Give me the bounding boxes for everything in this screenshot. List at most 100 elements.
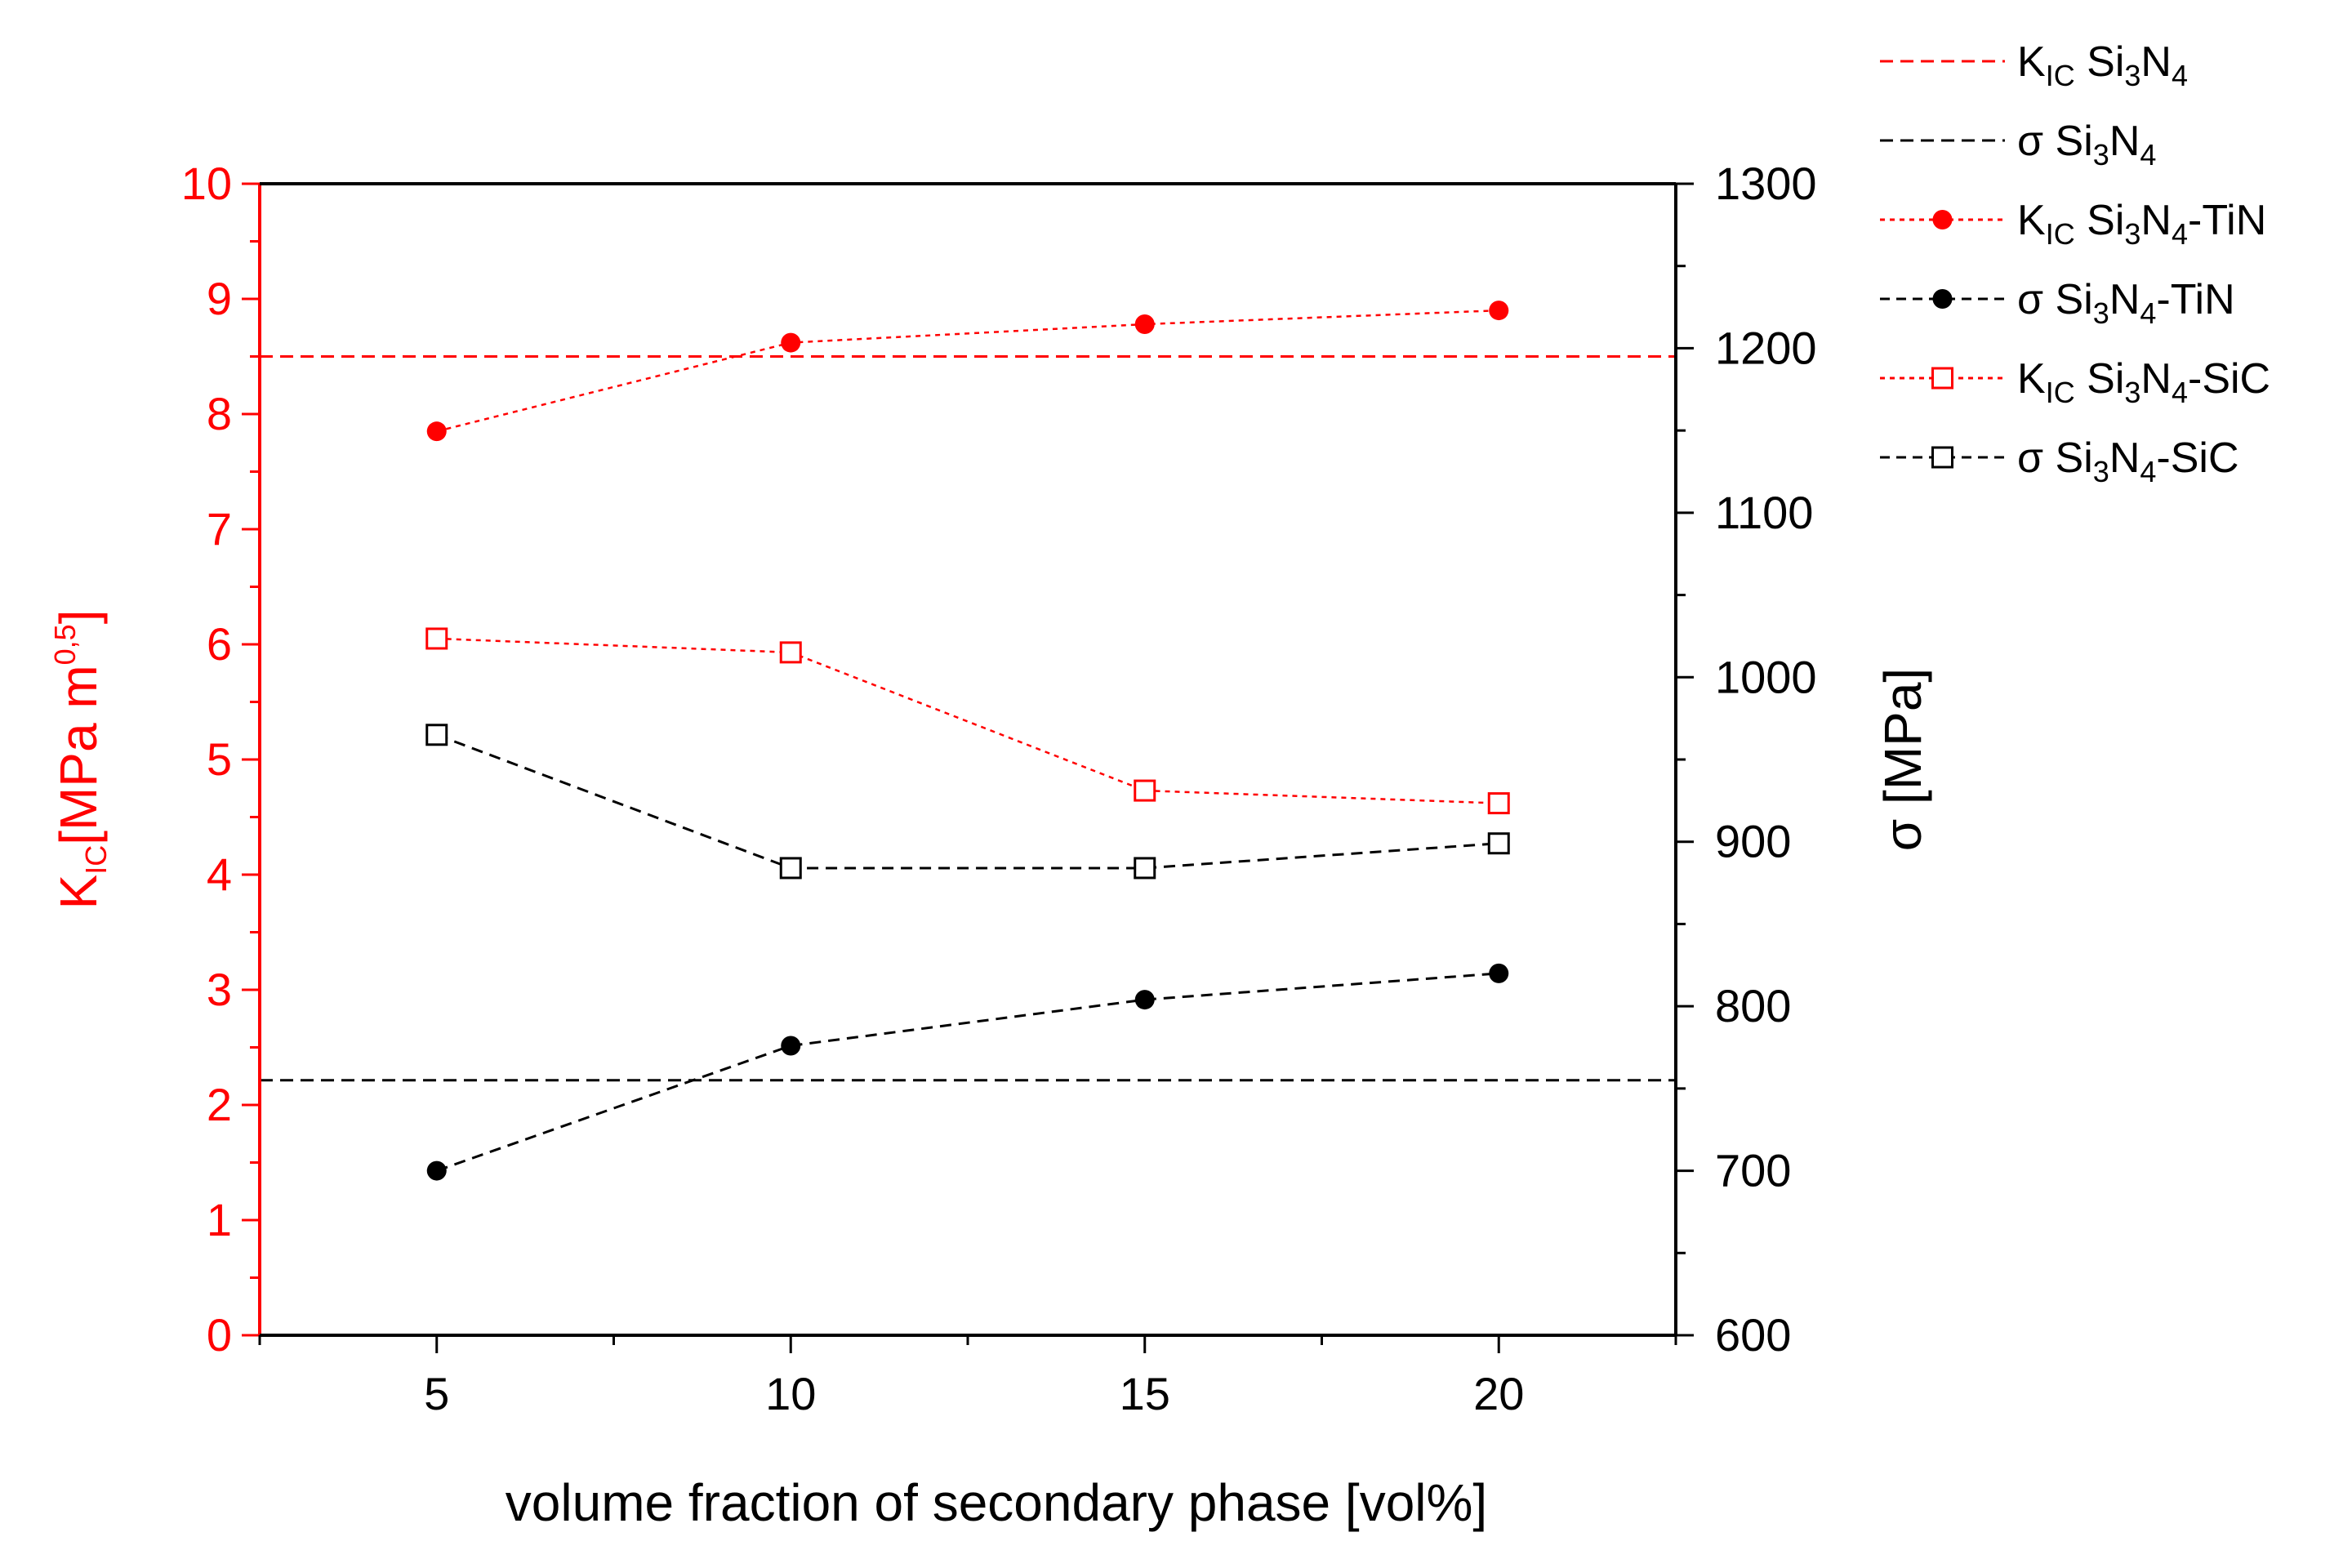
legend-label: σ Si3N4	[2017, 118, 2156, 172]
legend-label-sub: 3	[2093, 138, 2109, 172]
right-axis-title: σ [MPa]	[1873, 668, 1932, 851]
legend-marker	[1932, 289, 1953, 309]
data-point	[1134, 857, 1156, 880]
legend-label-si: Si	[2075, 38, 2125, 86]
right-axis-title-units: [MPa]	[1873, 668, 1932, 819]
legend-marker	[1932, 210, 1953, 229]
legend-label-sub: 3	[2124, 376, 2140, 409]
data-point	[781, 1036, 801, 1056]
legend-label-sub: 4	[2140, 455, 2156, 488]
legend-label-symbol: σ	[2017, 434, 2043, 482]
legend-label-symbol: K	[2017, 38, 2046, 86]
legend-marker	[1931, 446, 1953, 469]
legend-label: σ Si3N4-TiN	[2017, 276, 2235, 330]
series-group	[425, 301, 1510, 1181]
x-tick-label: 15	[1120, 1368, 1170, 1419]
legend-label-n: N	[2109, 118, 2140, 165]
left-axis-title-sub: IC	[79, 845, 113, 875]
reference-lines	[260, 355, 1676, 1082]
right-tick-label: 1000	[1715, 651, 1817, 702]
data-point	[779, 641, 802, 664]
legend-label-symbol: K	[2017, 197, 2046, 244]
legend-label-sub: 4	[2140, 138, 2156, 172]
legend-label-n: N	[2109, 276, 2140, 323]
legend-label-si: Si	[2075, 197, 2125, 244]
left-tick-label: 7	[207, 503, 232, 555]
left-tick-label: 3	[207, 964, 232, 1015]
legend-label-sub: IC	[2046, 217, 2075, 251]
left-tick-label: 6	[207, 618, 232, 670]
legend-label-si: Si	[2043, 276, 2093, 323]
right-tick-label: 900	[1715, 816, 1791, 867]
data-point	[426, 1160, 447, 1181]
x-tick-label: 10	[765, 1368, 816, 1419]
legend-label-si: Si	[2043, 118, 2093, 165]
legend-label-sub: 4	[2172, 376, 2188, 409]
x-axis-title: volume fraction of secondary phase [vol%…	[506, 1473, 1487, 1532]
right-tick-label: 800	[1715, 980, 1791, 1031]
x-tick-label: 5	[424, 1368, 449, 1419]
data-point	[1134, 779, 1156, 802]
legend-label-sub: 4	[2172, 59, 2188, 92]
right-tick-label: 700	[1715, 1145, 1791, 1196]
data-point	[425, 724, 448, 746]
left-axis-title-sup: 0,5	[48, 624, 82, 665]
data-point	[1487, 832, 1510, 855]
legend-marker	[1931, 367, 1953, 390]
legend-label-sub: 4	[2172, 217, 2188, 251]
series-line	[436, 733, 1499, 870]
series-line	[436, 637, 1499, 804]
series-line	[436, 972, 1499, 1172]
legend-label-sub: 4	[2140, 296, 2156, 330]
left-tick-label: 4	[207, 849, 232, 900]
legend-label-suffix: -SiC	[2188, 355, 2270, 403]
axes: 0 1 2 3 4 5 6 7 8 9 10 600 700 800 900 1000 1100 1200 1300…	[48, 158, 1932, 1532]
left-tick-label: 0	[207, 1309, 232, 1361]
legend-label-sub: 3	[2124, 59, 2140, 92]
right-tick-label: 1200	[1715, 322, 1817, 373]
legend-label-n: N	[2140, 197, 2172, 244]
left-axis-title-end: ]	[49, 610, 108, 625]
legend-label-si: Si	[2075, 355, 2125, 403]
legend-label-suffix: -SiC	[2156, 434, 2238, 482]
data-point	[781, 332, 801, 353]
data-point	[1134, 990, 1155, 1010]
left-tick-label: 10	[181, 158, 232, 209]
right-axis-title-sigma: σ	[1873, 819, 1932, 852]
legend-label-sub: IC	[2046, 376, 2075, 409]
legend-label-n: N	[2109, 434, 2140, 482]
left-axis-title-k: K	[49, 875, 108, 910]
right-tick-label: 1300	[1715, 158, 1817, 209]
data-point	[1134, 314, 1155, 335]
legend-label-symbol: K	[2017, 355, 2046, 403]
x-tick-label: 20	[1473, 1368, 1524, 1419]
data-point	[1487, 792, 1510, 815]
left-tick-label: 2	[207, 1079, 232, 1130]
data-point	[426, 421, 447, 442]
left-tick-label: 1	[207, 1194, 232, 1245]
legend-label: KIC Si3N4-TiN	[2017, 197, 2266, 251]
data-point	[779, 857, 802, 880]
data-point	[425, 627, 448, 650]
left-axis-title: KIC[MPa m0,5]	[48, 610, 113, 910]
legend-label-sub: IC	[2046, 59, 2075, 92]
left-axis-title-units: [MPa m	[49, 665, 108, 844]
legend-label: KIC Si3N4	[2017, 38, 2188, 92]
left-tick-label: 8	[207, 388, 232, 439]
left-tick-label: 9	[207, 273, 232, 324]
legend-label-sub: 3	[2093, 455, 2109, 488]
data-point	[1489, 963, 1509, 983]
legend-label-n: N	[2140, 355, 2172, 403]
legend-label-sub: 3	[2124, 217, 2140, 251]
legend-label-suffix: -TiN	[2188, 197, 2266, 244]
left-tick-label: 5	[207, 733, 232, 785]
legend-label-si: Si	[2043, 434, 2093, 482]
legend-label-symbol: σ	[2017, 118, 2043, 165]
right-tick-label: 600	[1715, 1309, 1791, 1361]
legend-label: σ Si3N4-SiC	[2017, 434, 2239, 488]
series-line	[436, 309, 1499, 433]
right-tick-label: 1100	[1715, 487, 1813, 538]
legend-label-n: N	[2140, 38, 2172, 86]
